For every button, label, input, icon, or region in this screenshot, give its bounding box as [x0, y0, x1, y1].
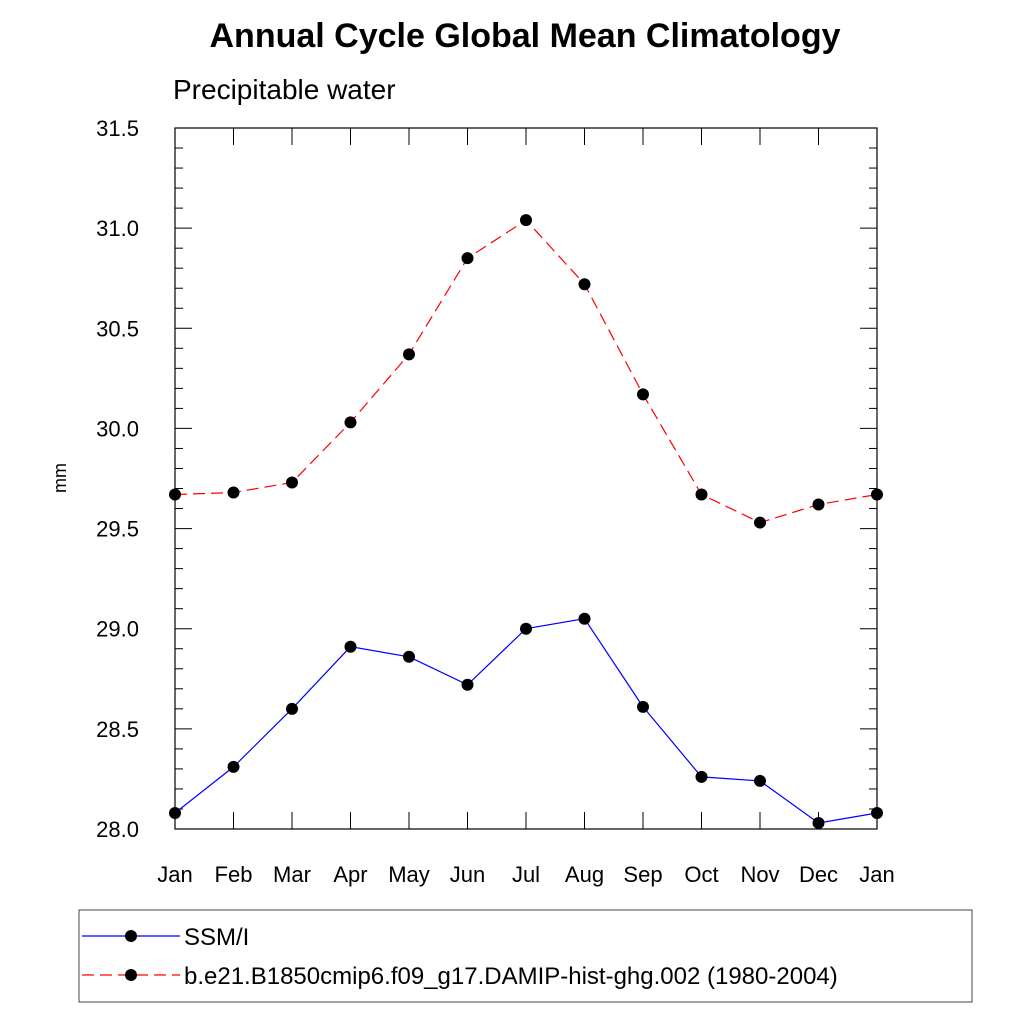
legend: SSM/I b.e21.B1850cmip6.f09_g17.DAMIP-hist…: [82, 924, 838, 990]
x-tick-label: Jun: [450, 862, 485, 887]
x-tick-label: Jan: [859, 862, 894, 887]
x-tick-label: May: [388, 862, 430, 887]
data-point: [754, 774, 766, 787]
legend-marker: [125, 969, 137, 981]
data-point: [286, 476, 298, 489]
y-tick-label: 30.5: [96, 316, 139, 341]
plot-frame: [174, 127, 878, 830]
x-tick-label: Oct: [684, 862, 718, 887]
data-point: [754, 516, 766, 529]
data-point: [344, 416, 357, 429]
y-tick-label: 29.5: [96, 517, 139, 542]
data-point: [578, 612, 591, 625]
chart-subtitle: Precipitable water: [173, 74, 396, 105]
data-point: [695, 770, 708, 783]
legend-label: SSM/I: [184, 924, 249, 951]
data-point: [403, 348, 415, 361]
data-point: [637, 700, 649, 713]
x-tick-label: Sep: [623, 862, 662, 887]
data-point: [578, 278, 591, 291]
data-point: [227, 760, 240, 773]
x-tick-label: Jan: [157, 862, 192, 887]
series-ssmi: [169, 612, 883, 829]
x-tick-label: Feb: [215, 862, 253, 887]
chart-title: Annual Cycle Global Mean Climatology: [210, 17, 841, 55]
data-point: [520, 622, 532, 635]
data-point: [812, 498, 825, 511]
data-point: [227, 486, 240, 499]
x-tick-label: Nov: [740, 862, 779, 887]
axis-ticks: [174, 127, 878, 830]
y-tick-label: 31.5: [96, 116, 139, 141]
x-tick-label: Aug: [565, 862, 604, 887]
data-point: [461, 678, 474, 691]
legend-marker: [125, 930, 137, 942]
series-line: [174, 219, 878, 524]
data-point: [637, 388, 649, 401]
x-tick-label: Jul: [512, 862, 540, 887]
data-point: [344, 640, 357, 653]
series-model: [169, 214, 883, 529]
y-tick-label: 30.0: [96, 416, 139, 441]
y-tick-labels: 28.0 28.5 29.0 29.5 30.0 30.5 31.0 31.5: [96, 116, 139, 842]
series-line: [174, 618, 878, 824]
data-point: [403, 650, 415, 663]
y-axis-label: mm: [50, 463, 70, 493]
y-tick-label: 28.0: [96, 817, 139, 842]
legend-box: [78, 909, 973, 1003]
y-tick-label: 28.5: [96, 717, 139, 742]
data-point: [286, 702, 298, 715]
x-tick-label: Apr: [333, 862, 367, 887]
x-tick-label: Dec: [799, 862, 838, 887]
y-tick-label: 31.0: [96, 216, 139, 241]
data-series: [169, 214, 883, 829]
x-tick-labels: Jan Feb Mar Apr May Jun Jul Aug Sep Oct Nov Dec Jan: [157, 862, 894, 887]
data-point: [812, 816, 825, 829]
legend-label: b.e21.B1850cmip6.f09_g17.DAMIP-hist-ghg.…: [184, 963, 838, 990]
data-point: [520, 214, 532, 227]
y-tick-label: 29.0: [96, 617, 139, 642]
data-point: [461, 252, 474, 265]
data-point: [695, 488, 708, 501]
x-tick-label: Mar: [273, 862, 311, 887]
